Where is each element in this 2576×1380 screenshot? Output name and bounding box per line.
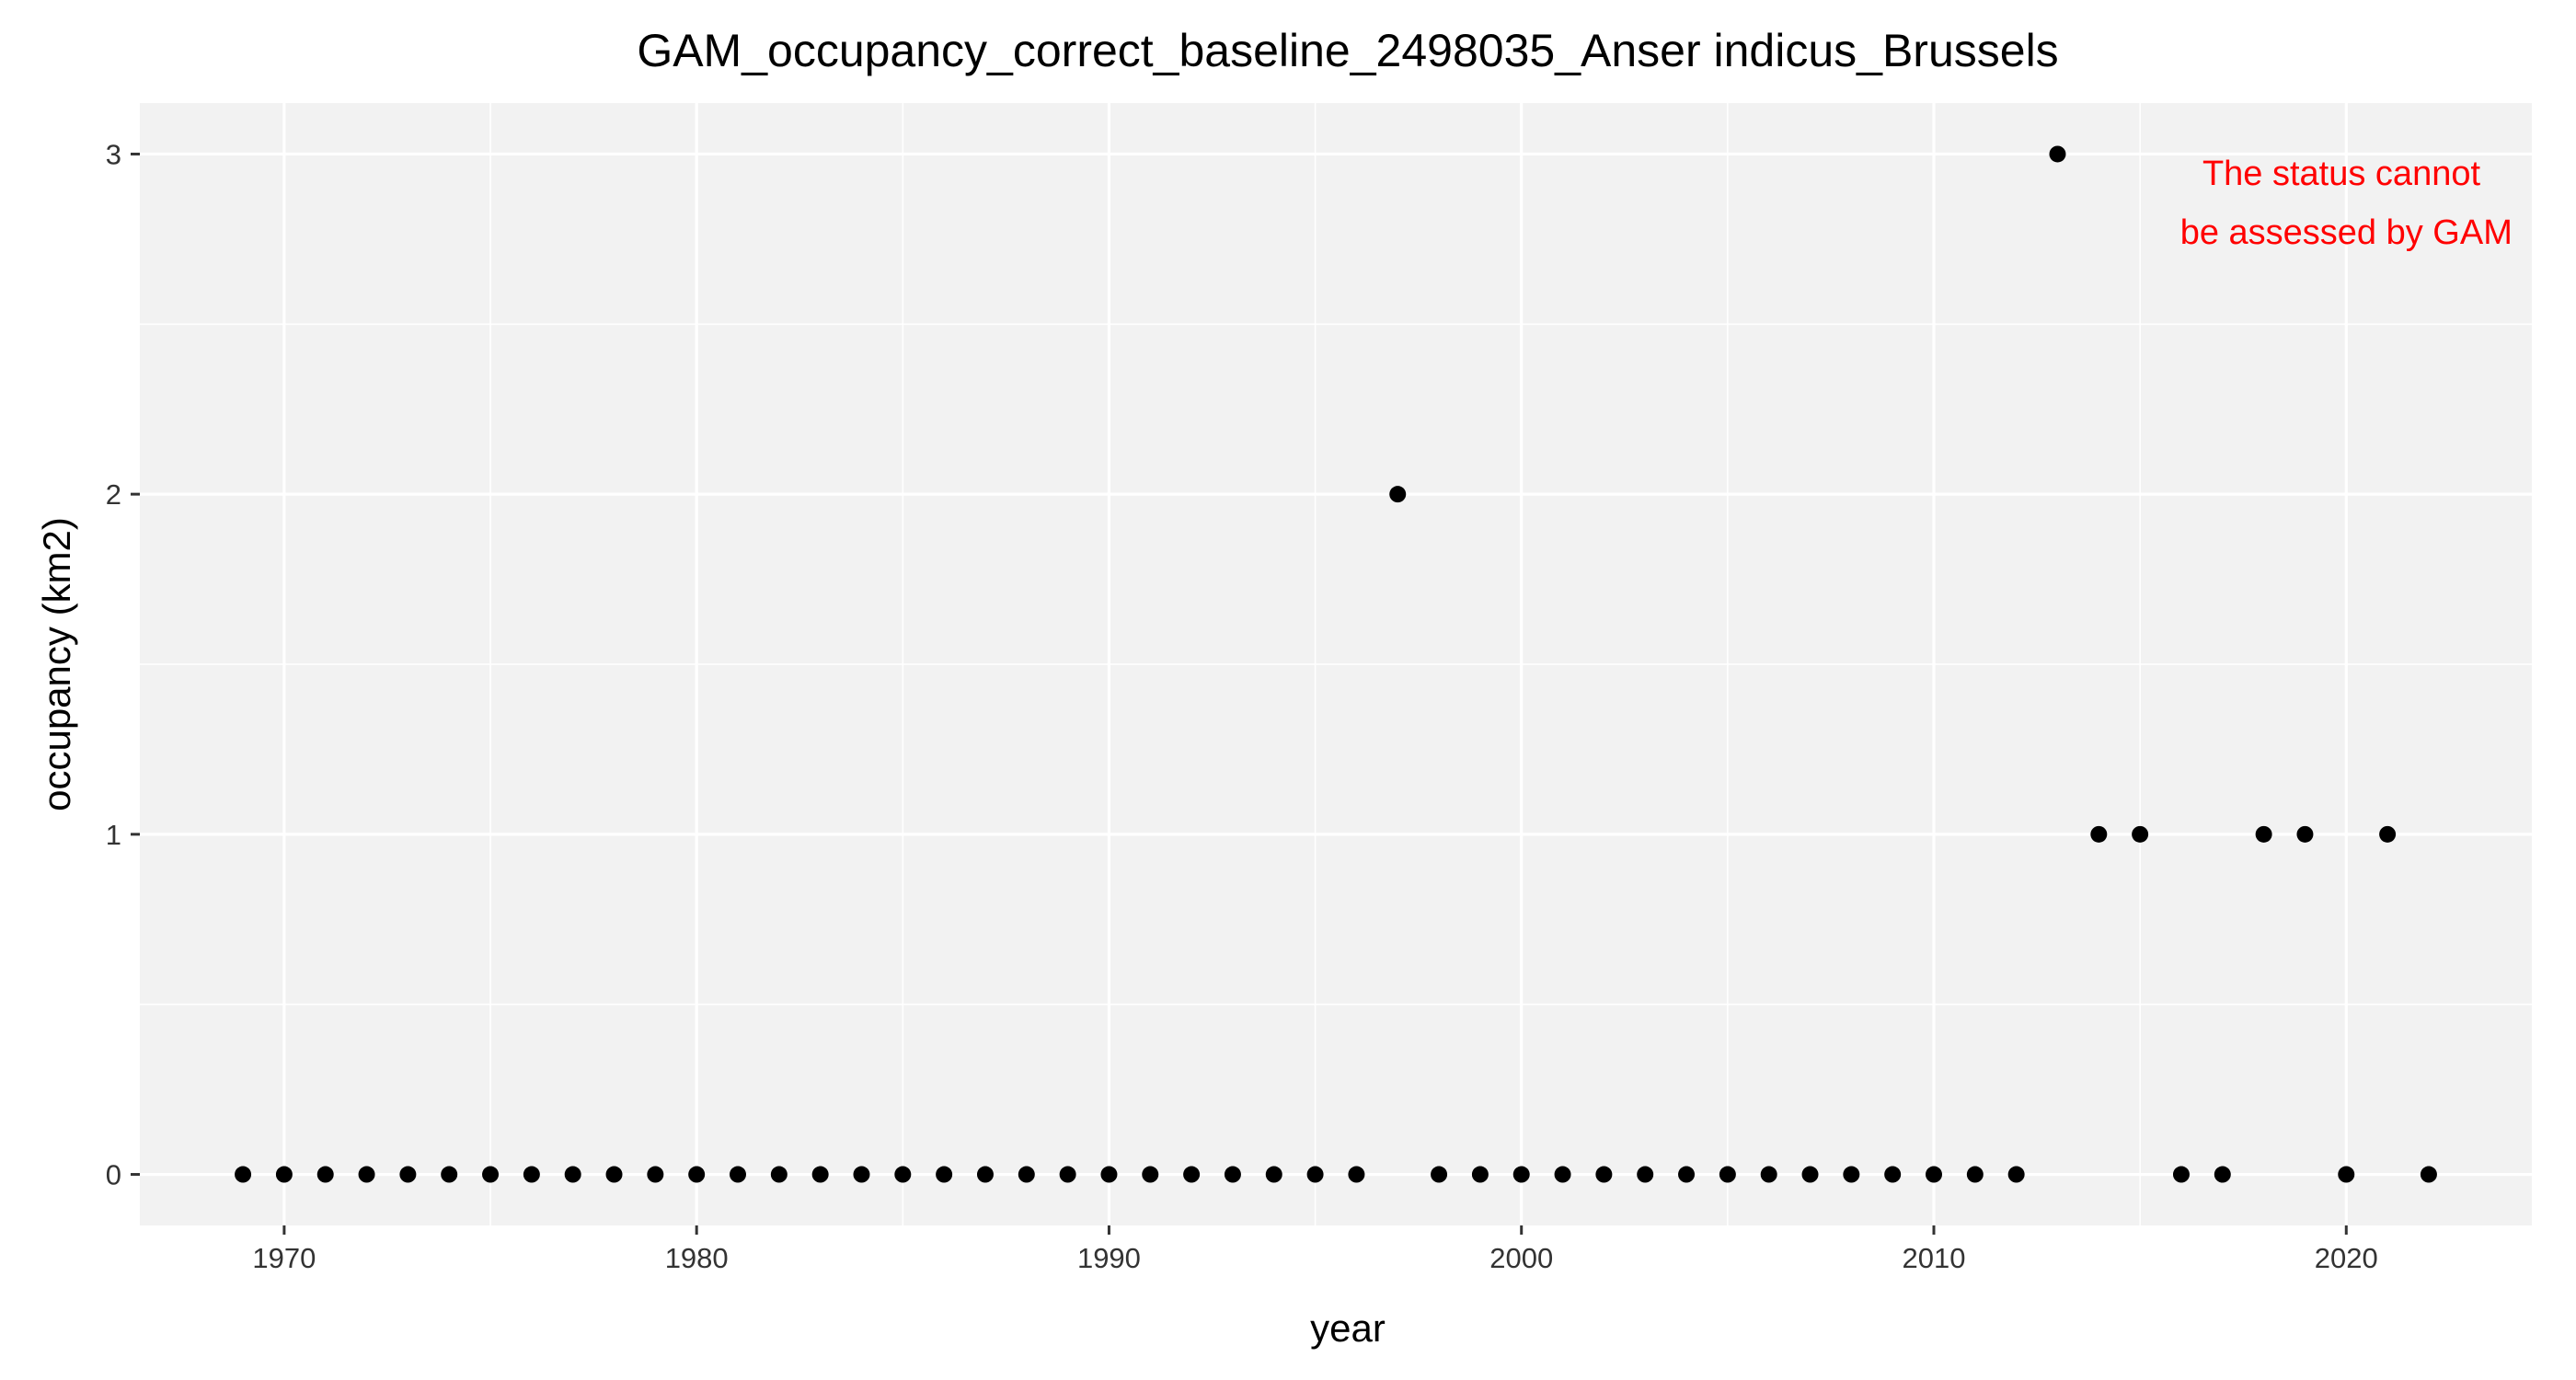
data-point bbox=[2007, 1166, 2025, 1183]
data-point bbox=[1389, 486, 1407, 503]
data-point bbox=[936, 1166, 953, 1183]
data-point bbox=[1183, 1166, 1201, 1183]
x-tick-label: 1990 bbox=[1077, 1242, 1141, 1274]
data-point bbox=[853, 1166, 870, 1183]
data-point bbox=[2049, 145, 2066, 163]
data-point bbox=[316, 1166, 334, 1183]
x-axis-ticks: 1970 1980 1990 2000 2010 2020 bbox=[252, 1225, 2378, 1274]
data-point bbox=[976, 1166, 994, 1183]
data-point bbox=[235, 1166, 252, 1183]
data-point bbox=[2338, 1166, 2355, 1183]
data-point bbox=[1760, 1166, 1777, 1183]
data-point bbox=[2296, 825, 2314, 843]
y-tick-label: 3 bbox=[106, 138, 121, 170]
y-axis-title: occupancy (km2) bbox=[35, 517, 78, 811]
data-point bbox=[647, 1166, 664, 1183]
data-point bbox=[1059, 1166, 1076, 1183]
data-point bbox=[441, 1166, 458, 1183]
x-tick-label: 1980 bbox=[665, 1242, 729, 1274]
data-point bbox=[358, 1166, 375, 1183]
x-tick-label: 2020 bbox=[2315, 1242, 2378, 1274]
data-point bbox=[2172, 1166, 2190, 1183]
chart-title: GAM_occupancy_correct_baseline_2498035_A… bbox=[637, 25, 2058, 76]
status-annotation-line-1: The status cannot bbox=[2202, 155, 2481, 193]
data-point bbox=[1512, 1166, 1530, 1183]
data-point bbox=[2214, 1166, 2231, 1183]
data-point bbox=[1100, 1166, 1118, 1183]
data-point bbox=[1637, 1166, 1654, 1183]
data-point bbox=[482, 1166, 500, 1183]
data-point bbox=[2420, 1166, 2437, 1183]
data-point bbox=[1926, 1166, 1942, 1183]
y-tick-label: 1 bbox=[106, 819, 121, 851]
y-tick-label: 2 bbox=[106, 478, 121, 511]
data-point bbox=[2379, 825, 2397, 843]
data-point bbox=[1595, 1166, 1613, 1183]
data-point bbox=[688, 1166, 706, 1183]
status-annotation: The status cannot be assessed by GAM bbox=[2180, 155, 2513, 252]
data-point bbox=[2132, 825, 2149, 843]
data-point bbox=[1843, 1166, 1860, 1183]
y-axis-ticks: 0 1 2 3 bbox=[106, 138, 140, 1191]
data-point bbox=[605, 1166, 623, 1183]
data-point bbox=[399, 1166, 417, 1183]
data-point bbox=[811, 1166, 829, 1183]
data-point bbox=[1018, 1166, 1035, 1183]
data-point bbox=[1265, 1166, 1282, 1183]
data-points bbox=[235, 145, 2437, 1183]
data-point bbox=[2090, 825, 2108, 843]
y-tick-label: 0 bbox=[106, 1159, 121, 1191]
x-tick-label: 1970 bbox=[252, 1242, 316, 1274]
data-point bbox=[1348, 1166, 1365, 1183]
data-point bbox=[1306, 1166, 1324, 1183]
data-point bbox=[730, 1166, 746, 1183]
x-tick-label: 2000 bbox=[1489, 1242, 1553, 1274]
data-point bbox=[2255, 825, 2272, 843]
grid-minor bbox=[140, 103, 2532, 1225]
data-point bbox=[1719, 1166, 1736, 1183]
data-point bbox=[1224, 1166, 1241, 1183]
grid-major bbox=[140, 103, 2532, 1225]
data-point bbox=[564, 1166, 581, 1183]
x-tick-label: 2010 bbox=[1903, 1242, 1966, 1274]
data-point bbox=[1431, 1166, 1448, 1183]
x-axis-title: year bbox=[1310, 1306, 1386, 1350]
data-point bbox=[1471, 1166, 1489, 1183]
data-point bbox=[1801, 1166, 1819, 1183]
data-point bbox=[770, 1166, 788, 1183]
data-point bbox=[523, 1166, 540, 1183]
data-point bbox=[1554, 1166, 1571, 1183]
data-point bbox=[1678, 1166, 1696, 1183]
data-point bbox=[894, 1166, 912, 1183]
data-point bbox=[1966, 1166, 1984, 1183]
data-point bbox=[1142, 1166, 1159, 1183]
data-point bbox=[1884, 1166, 1902, 1183]
status-annotation-line-2: be assessed by GAM bbox=[2180, 213, 2513, 252]
data-point bbox=[275, 1166, 293, 1183]
